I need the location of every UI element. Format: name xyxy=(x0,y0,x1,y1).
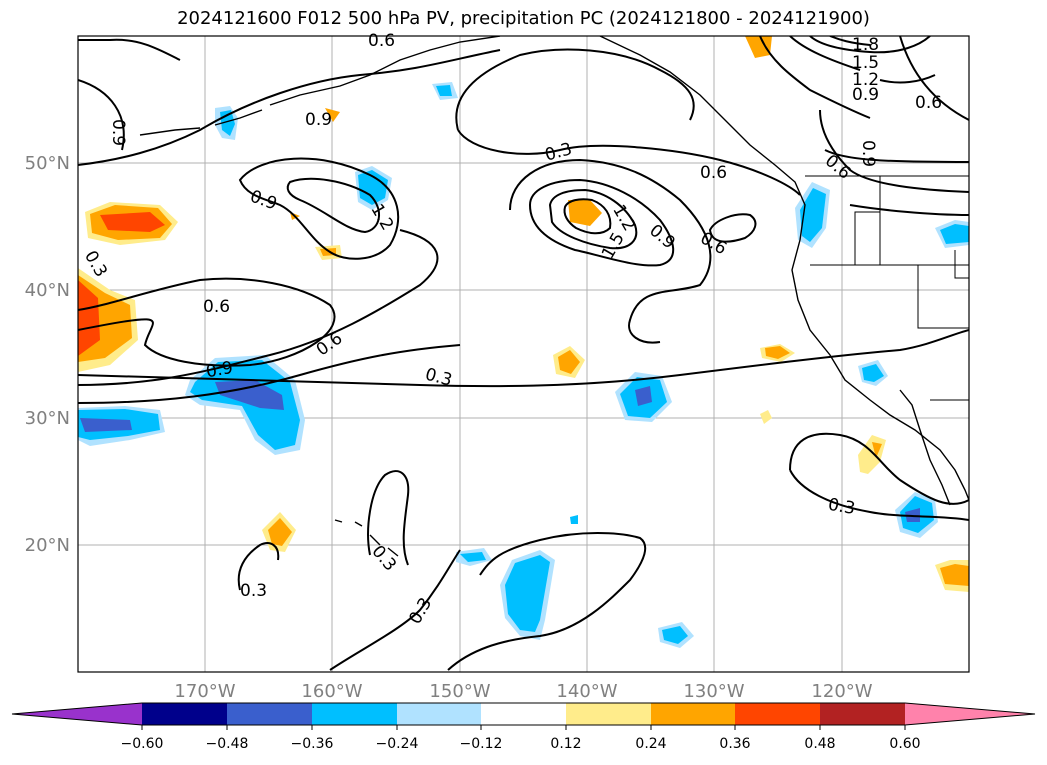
lon-label-170w: 170°W xyxy=(174,681,235,702)
colorbar-tick-label: 0.60 xyxy=(889,736,920,752)
colorbar-segment xyxy=(820,703,905,725)
colorbar: −0.60 −0.48 −0.36 −0.24 −0.12 0.12 0.24 … xyxy=(11,702,1036,752)
colorbar-segment xyxy=(651,703,735,725)
colorbar-tick-label: 0.24 xyxy=(635,736,666,752)
colorbar-segment xyxy=(397,703,481,725)
lon-label-130w: 130°W xyxy=(683,681,744,702)
colorbar-tick-label: −0.48 xyxy=(206,736,249,752)
precip-positive-areas xyxy=(78,36,969,592)
lat-label-50n: 50°N xyxy=(25,153,70,174)
colorbar-segment xyxy=(566,703,651,725)
contour-label: 0.3 xyxy=(826,495,856,519)
contour-label: 1.2 xyxy=(852,70,879,90)
contour-label: 0.9 xyxy=(204,358,234,382)
contour-label: 0.9 xyxy=(305,110,332,130)
lon-label-120w: 120°W xyxy=(811,681,872,702)
colorbar-segment xyxy=(481,703,566,725)
colorbar-tick-label: −0.36 xyxy=(291,736,334,752)
colorbar-tick-label: −0.12 xyxy=(460,736,503,752)
lat-label-40n: 40°N xyxy=(25,280,70,301)
longitude-labels: 170°W 160°W 150°W 140°W 130°W 120°W xyxy=(174,681,872,702)
colorbar-segment xyxy=(227,703,312,725)
lat-label-30n: 30°N xyxy=(25,408,70,429)
lon-label-160w: 160°W xyxy=(301,681,362,702)
lon-label-150w: 150°W xyxy=(429,681,490,702)
contour-label: 0.6 xyxy=(368,31,395,51)
contour-label: 0.6 xyxy=(203,297,230,317)
colorbar-tick-label: 0.36 xyxy=(719,736,750,752)
pv-contours xyxy=(78,36,969,671)
contour-label: 1.5 xyxy=(852,53,879,73)
colorbar-segment xyxy=(142,703,227,725)
lat-label-20n: 20°N xyxy=(25,535,70,556)
contour-label: 0.9 xyxy=(852,85,879,105)
contour-label: 0.3 xyxy=(240,581,267,601)
contour-label: 0.6 xyxy=(915,93,942,113)
colorbar-segment xyxy=(312,703,397,725)
colorbar-segment xyxy=(735,703,820,725)
contour-label: 0.9 xyxy=(858,140,878,167)
colorbar-segment xyxy=(905,703,1035,725)
colorbar-segment xyxy=(12,703,142,725)
colorbar-tick-label: 0.48 xyxy=(804,736,835,752)
lon-label-140w: 140°W xyxy=(556,681,617,702)
gridlines xyxy=(78,36,969,672)
colorbar-tick-label: −0.60 xyxy=(121,736,164,752)
colorbar-tick-label: 0.12 xyxy=(550,736,581,752)
political-borders xyxy=(805,175,969,401)
map-frame xyxy=(77,35,970,673)
latitude-labels: 50°N 40°N 30°N 20°N xyxy=(25,153,70,556)
contour-label: 0.6 xyxy=(700,163,727,183)
contour-label: 1.8 xyxy=(852,35,879,55)
map-title: 2024121600 F012 500 hPa PV, precipitatio… xyxy=(177,8,870,29)
coastlines xyxy=(139,36,969,557)
colorbar-tick-label: −0.24 xyxy=(376,736,419,752)
contour-label: 0.9 xyxy=(108,119,128,146)
